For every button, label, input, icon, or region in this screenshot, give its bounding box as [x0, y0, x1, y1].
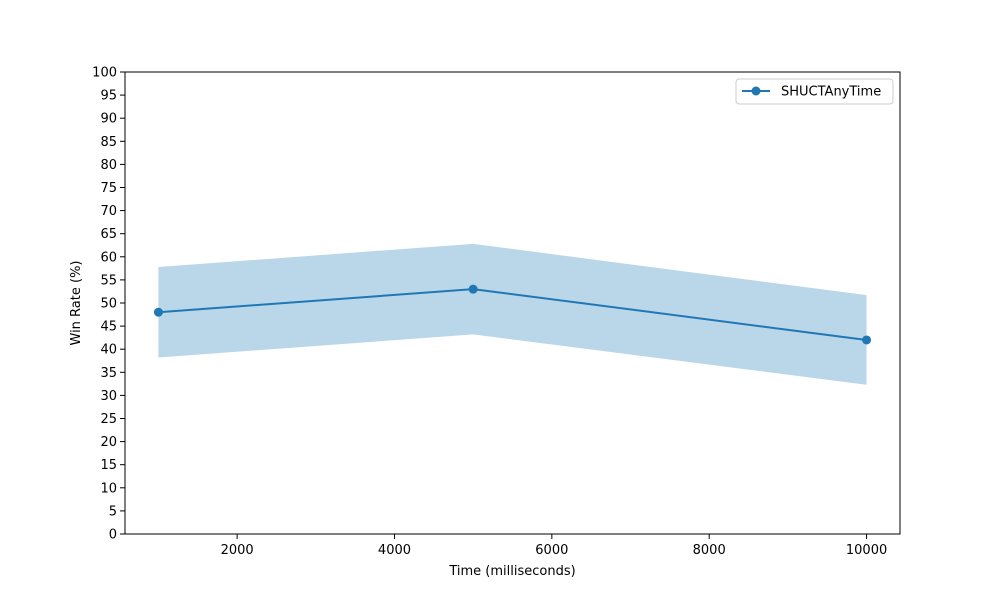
x-tick-label: 6000 [535, 543, 568, 558]
legend-box [735, 78, 894, 105]
y-tick-label: 20 [100, 435, 117, 450]
data-point [862, 335, 872, 345]
y-tick-label: 70 [100, 204, 117, 219]
y-tick-label: 15 [100, 458, 117, 473]
y-tick-label: 100 [92, 66, 117, 81]
y-tick-label: 35 [100, 366, 117, 381]
y-tick-label: 80 [100, 158, 117, 173]
y-tick-label: 55 [100, 273, 117, 288]
y-axis-label: Win Rate (%) [69, 261, 84, 346]
x-axis-ticks: 2000 4000 6000 8000 10000 [221, 534, 887, 558]
data-point [468, 284, 478, 294]
y-tick-label: 75 [100, 181, 117, 196]
data-point [153, 307, 163, 317]
y-tick-label: 85 [100, 135, 117, 150]
x-tick-label: 4000 [378, 543, 411, 558]
y-tick-label: 40 [100, 343, 117, 358]
legend: SHUCTAnyTime [735, 78, 894, 105]
confidence-bands [158, 243, 867, 385]
x-tick-label: 2000 [221, 543, 254, 558]
y-tick-label: 95 [100, 89, 117, 104]
y-tick-label: 50 [100, 297, 117, 312]
y-tick-label: 10 [100, 481, 117, 496]
legend-marker [751, 86, 761, 96]
legend-label: SHUCTAnyTime [781, 85, 881, 100]
x-axis-label: Time (milliseconds) [448, 564, 575, 579]
y-axis-ticks: 0 5 10 15 20 25 30 35 40 45 50 55 60 65 70 75 80 85 90 95 10… [92, 66, 125, 543]
y-tick-label: 65 [100, 227, 117, 242]
y-tick-label: 45 [100, 320, 117, 335]
y-tick-label: 25 [100, 412, 117, 427]
y-tick-label: 90 [100, 112, 117, 127]
y-tick-label: 5 [109, 504, 117, 519]
y-tick-label: 30 [100, 389, 117, 404]
confidence-band [158, 243, 867, 385]
data-points [153, 284, 872, 345]
x-tick-label: 8000 [693, 543, 726, 558]
x-tick-label: 10000 [846, 543, 887, 558]
y-tick-label: 0 [109, 528, 117, 543]
y-tick-label: 60 [100, 250, 117, 265]
